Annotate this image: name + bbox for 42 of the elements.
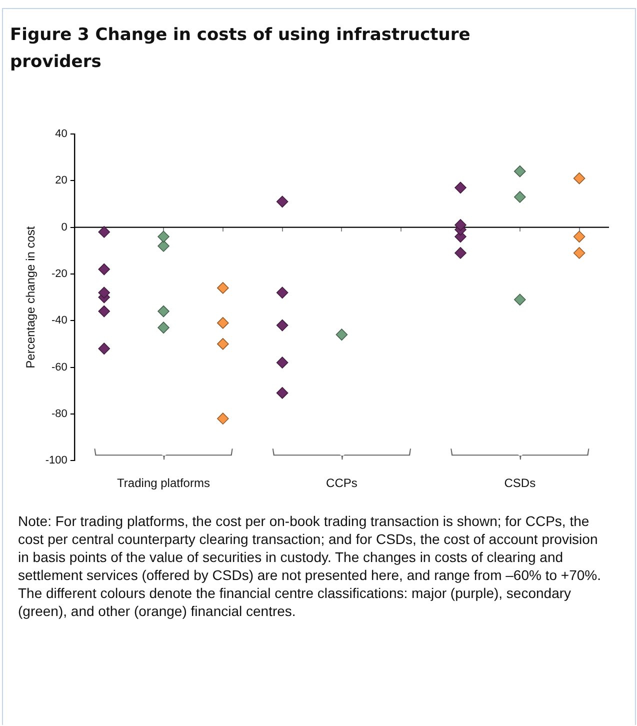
y-tick-label: 40 bbox=[55, 128, 68, 140]
point bbox=[454, 247, 466, 259]
text: Note: For trading platforms, the cost per on-book trading transaction is shown; for CCPs, the cost per central counterparty clearing transaction; and for CSDs, the cost of account provision in basis points of the value of securities in custody. The changes in costs of clearing and settlement services (offered by CSDs) are not presented here, and range from –60% to +70%. The different colours denote the financial centre classifications: major (purple), secondary (green), and other (orange) financial centres. bbox=[18, 512, 602, 620]
point bbox=[573, 230, 586, 243]
point bbox=[276, 319, 288, 332]
point bbox=[158, 305, 170, 318]
point bbox=[573, 172, 586, 184]
point bbox=[98, 226, 110, 238]
point bbox=[276, 196, 288, 208]
point bbox=[158, 240, 170, 252]
point bbox=[98, 286, 110, 299]
point bbox=[573, 247, 586, 259]
chart-title: Figure 3 Change in costs of using infrastructure providers bbox=[10, 24, 472, 74]
point bbox=[276, 387, 288, 399]
x-tick-label: CSDs bbox=[504, 476, 536, 490]
point bbox=[276, 286, 288, 299]
point bbox=[276, 356, 288, 369]
point bbox=[98, 342, 110, 355]
y-tick-label: -20 bbox=[52, 268, 68, 280]
x-tick-label: Trading platforms bbox=[117, 476, 210, 490]
y-axis-title: Percentage change in cost bbox=[24, 226, 38, 368]
y-tick-label: -100 bbox=[45, 454, 68, 467]
point bbox=[98, 305, 110, 318]
point bbox=[336, 328, 348, 341]
y-tick-label: -80 bbox=[52, 408, 68, 420]
x-tick-label: CCPs bbox=[326, 476, 358, 490]
point bbox=[514, 191, 526, 203]
y-tick-label: -40 bbox=[52, 314, 68, 327]
y-tick-label: 0 bbox=[61, 221, 68, 234]
point bbox=[98, 263, 110, 276]
point bbox=[514, 294, 526, 306]
point bbox=[217, 282, 229, 294]
point bbox=[454, 219, 466, 231]
point bbox=[158, 230, 170, 243]
point bbox=[158, 322, 170, 334]
point bbox=[514, 165, 526, 178]
point bbox=[217, 412, 229, 425]
y-tick-label: 20 bbox=[55, 174, 68, 187]
point bbox=[454, 182, 466, 194]
y-tick-label: -60 bbox=[52, 361, 68, 374]
point bbox=[217, 317, 229, 329]
point bbox=[217, 338, 229, 350]
